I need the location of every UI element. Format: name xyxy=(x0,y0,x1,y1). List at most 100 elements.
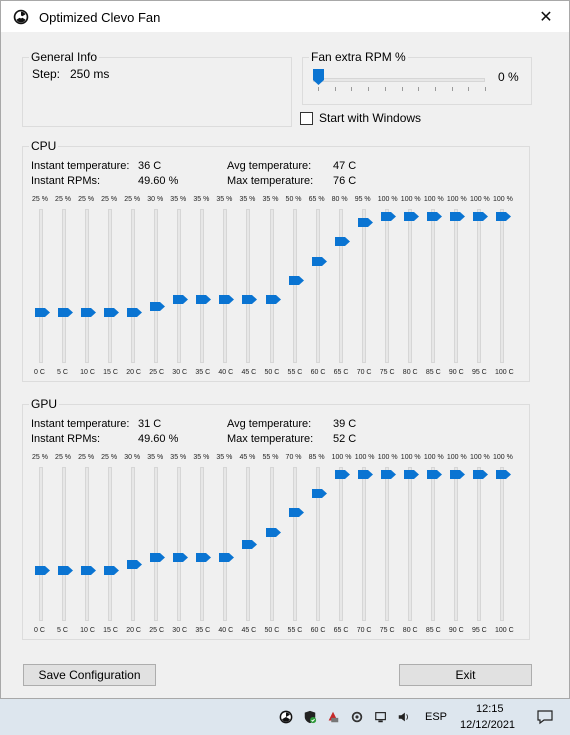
cpu-slider-track[interactable] xyxy=(223,209,228,363)
gpu-slider-thumb[interactable] xyxy=(288,508,304,518)
gpu-slider-thumb[interactable] xyxy=(104,566,120,576)
cpu-slider-track[interactable] xyxy=(361,209,366,363)
cpu-slider-thumb[interactable] xyxy=(265,295,281,305)
cpu-slider-track[interactable] xyxy=(62,209,67,363)
cpu-slider-thumb[interactable] xyxy=(311,256,327,266)
gpu-slider-track[interactable] xyxy=(62,467,67,621)
cpu-slider-track[interactable] xyxy=(200,209,205,363)
cpu-slider-thumb[interactable] xyxy=(288,276,304,285)
cpu-slider-thumb[interactable] xyxy=(58,308,74,318)
gpu-slider-thumb[interactable] xyxy=(496,469,511,479)
gpu-slider-thumb[interactable] xyxy=(265,527,281,537)
cpu-slider-thumb[interactable] xyxy=(403,211,419,221)
notification-icon[interactable] xyxy=(537,709,553,725)
gpu-slider-track[interactable] xyxy=(292,467,297,621)
security-icon[interactable] xyxy=(303,710,317,724)
gpu-slider-track[interactable] xyxy=(200,467,205,621)
gpu-slider-track[interactable] xyxy=(177,467,182,621)
cpu-slider-track[interactable] xyxy=(131,209,136,363)
title-bar[interactable]: Optimized Clevo Fan ✕ xyxy=(1,1,569,32)
volume-icon[interactable] xyxy=(397,710,411,724)
close-button[interactable]: ✕ xyxy=(539,8,553,26)
gpu-slider-track[interactable] xyxy=(154,467,159,621)
cpu-slider-thumb[interactable] xyxy=(219,295,235,305)
gpu-slider-thumb[interactable] xyxy=(219,553,235,563)
cpu-slider-thumb[interactable] xyxy=(150,301,166,311)
cpu-slider-thumb[interactable] xyxy=(426,211,442,221)
cpu-slider-thumb[interactable] xyxy=(35,308,50,318)
cpu-slider-track[interactable] xyxy=(315,209,320,363)
gpu-slider-track[interactable] xyxy=(315,467,320,621)
gpu-slider-thumb[interactable] xyxy=(35,566,50,576)
gpu-slider-thumb[interactable] xyxy=(357,469,373,479)
gpu-slider-track[interactable] xyxy=(85,467,90,621)
start-with-windows-label[interactable]: Start with Windows xyxy=(319,111,422,125)
cpu-slider-thumb[interactable] xyxy=(334,237,350,247)
gpu-slider-thumb[interactable] xyxy=(380,469,396,479)
cpu-slider-track[interactable] xyxy=(453,209,458,363)
language-indicator[interactable]: ESP xyxy=(425,711,448,723)
cpu-slider-thumb[interactable] xyxy=(173,295,189,305)
save-configuration-button[interactable]: Save Configuration xyxy=(23,664,156,686)
gpu-slider-thumb[interactable] xyxy=(81,566,97,576)
cpu-slider-track[interactable] xyxy=(476,209,481,363)
gpu-slider-thumb[interactable] xyxy=(58,566,74,576)
cpu-slider-thumb[interactable] xyxy=(357,217,373,227)
gpu-slider-thumb[interactable] xyxy=(196,553,212,563)
cpu-slider-track[interactable] xyxy=(85,209,90,363)
gpu-slider-thumb[interactable] xyxy=(311,488,327,498)
gpu-slider-track[interactable] xyxy=(131,467,136,621)
gpu-slider-track[interactable] xyxy=(476,467,481,621)
settings-icon[interactable] xyxy=(350,710,364,724)
cpu-slider-track[interactable] xyxy=(177,209,182,363)
gpu-slider-track[interactable] xyxy=(500,467,504,621)
cpu-slider-track[interactable] xyxy=(246,209,251,363)
gpu-slider-track[interactable] xyxy=(108,467,113,621)
cpu-slider-track[interactable] xyxy=(338,209,343,363)
cpu-slider-thumb[interactable] xyxy=(196,295,212,305)
cpu-slider-track[interactable] xyxy=(384,209,389,363)
cpu-slider-track[interactable] xyxy=(292,209,297,363)
gpu-slider-track[interactable] xyxy=(430,467,435,621)
cpu-slider-thumb[interactable] xyxy=(472,211,488,221)
cpu-slider-track[interactable] xyxy=(269,209,274,363)
start-with-windows-checkbox[interactable] xyxy=(300,112,313,125)
cpu-slider-track[interactable] xyxy=(500,209,504,363)
gpu-slider-thumb[interactable] xyxy=(472,469,488,479)
gpu-slider-thumb[interactable] xyxy=(150,553,166,563)
gpu-slider-track[interactable] xyxy=(384,467,389,621)
gpu-slider-thumb[interactable] xyxy=(403,469,419,479)
gpu-slider-thumb[interactable] xyxy=(242,540,258,550)
gpu-slider-thumb[interactable] xyxy=(127,559,143,569)
cpu-slider-thumb[interactable] xyxy=(242,295,258,305)
gpu-slider-track[interactable] xyxy=(407,467,412,621)
gpu-slider-thumb[interactable] xyxy=(334,469,350,479)
gpu-slider-track[interactable] xyxy=(361,467,366,621)
gpu-slider-track[interactable] xyxy=(39,467,43,621)
gpu-slider-track[interactable] xyxy=(269,467,274,621)
cpu-slider-track[interactable] xyxy=(108,209,113,363)
fan-extra-slider-track[interactable] xyxy=(313,78,485,82)
gpu-slider-thumb[interactable] xyxy=(426,469,442,479)
cpu-slider-thumb[interactable] xyxy=(380,211,396,221)
clock-date[interactable]: 12/12/2021 xyxy=(460,719,516,731)
cpu-slider-track[interactable] xyxy=(407,209,412,363)
fan-extra-slider-thumb[interactable] xyxy=(313,69,324,85)
cpu-slider-track[interactable] xyxy=(39,209,43,363)
recording-icon[interactable] xyxy=(326,710,340,724)
gpu-slider-track[interactable] xyxy=(453,467,458,621)
cpu-slider-thumb[interactable] xyxy=(127,308,143,318)
exit-button[interactable]: Exit xyxy=(399,664,532,686)
cpu-slider-thumb[interactable] xyxy=(81,308,97,318)
gpu-slider-track[interactable] xyxy=(338,467,343,621)
fan-app-icon[interactable] xyxy=(279,710,293,724)
cpu-slider-track[interactable] xyxy=(430,209,435,363)
gpu-slider-track[interactable] xyxy=(223,467,228,621)
gpu-slider-thumb[interactable] xyxy=(449,469,465,479)
cpu-slider-thumb[interactable] xyxy=(496,211,511,221)
cpu-slider-track[interactable] xyxy=(154,209,159,363)
cpu-slider-thumb[interactable] xyxy=(104,308,120,318)
cpu-slider-thumb[interactable] xyxy=(449,211,465,221)
clock-time[interactable]: 12:15 xyxy=(476,703,504,715)
gpu-slider-thumb[interactable] xyxy=(173,553,189,563)
